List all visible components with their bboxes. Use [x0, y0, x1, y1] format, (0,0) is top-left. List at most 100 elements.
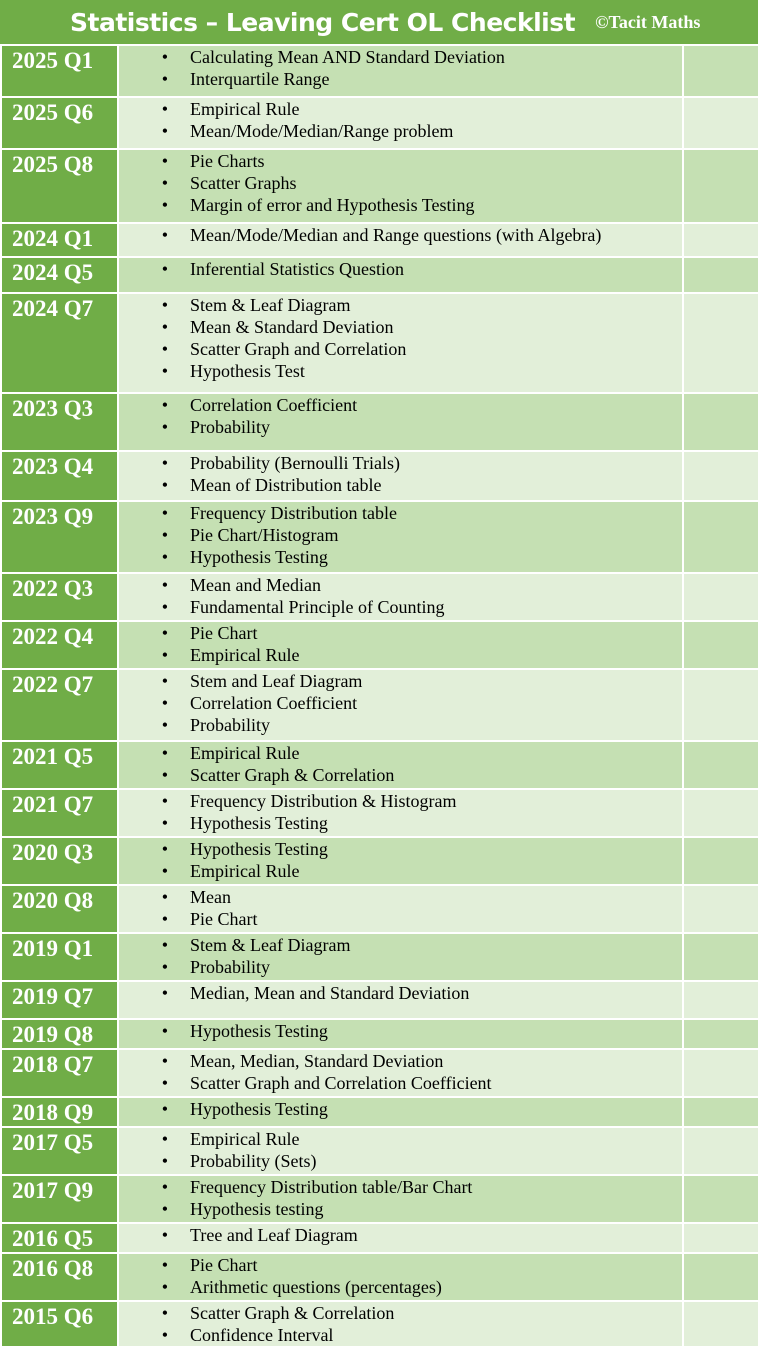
question-label: 2025 Q8 — [0, 148, 119, 224]
topics-cell: • Frequency Distribution & Histogram • Hypo… — [117, 788, 684, 838]
checklist-row: 2023 Q3 • Correlation Coefficient • Probabil… — [0, 392, 758, 452]
bullet-icon: • — [161, 395, 168, 415]
checklist-row: 2019 Q1 • Stem & Leaf Diagram • Probability — [0, 932, 758, 982]
checkbox-cell[interactable] — [682, 148, 758, 224]
bullet-icon: • — [161, 173, 168, 193]
checklist-table: 2025 Q1 • Calculating Mean AND Standard De… — [0, 44, 758, 1348]
topics-cell: • Tree and Leaf Diagram — [117, 1222, 684, 1254]
checkbox-cell[interactable] — [682, 668, 758, 742]
checkbox-cell[interactable] — [682, 1252, 758, 1302]
topic-text: Mean & Standard Deviation — [190, 317, 394, 337]
bullet-icon: • — [161, 453, 168, 473]
topic-item: • Mean — [119, 886, 682, 908]
topic-text: Probability — [190, 417, 270, 437]
checkbox-cell[interactable] — [682, 620, 758, 670]
bullet-icon: • — [161, 417, 168, 437]
topic-item: • Pie Chart — [119, 1254, 682, 1276]
bullet-icon: • — [161, 935, 168, 955]
question-label: 2022 Q3 — [0, 572, 119, 622]
topics-cell: • Correlation Coefficient • Probability — [117, 392, 684, 452]
topic-item: • Empirical Rule — [119, 644, 682, 666]
topic-list: • Stem & Leaf Diagram • Probability — [119, 934, 682, 978]
topic-list: • Hypothesis Testing — [119, 1098, 682, 1120]
checkbox-cell[interactable] — [682, 96, 758, 150]
checkbox-cell[interactable] — [682, 932, 758, 982]
bullet-icon: • — [161, 1051, 168, 1071]
checkbox-cell[interactable] — [682, 500, 758, 574]
topic-list: • Probability (Bernoulli Trials) • Mean of … — [119, 452, 682, 496]
topics-cell: • Pie Chart • Arithmetic questions (percent… — [117, 1252, 684, 1302]
topic-item: • Frequency Distribution table/Bar Chart — [119, 1176, 682, 1198]
topic-list: • Stem & Leaf Diagram • Mean & Standard Dev… — [119, 294, 682, 382]
checkbox-cell[interactable] — [682, 740, 758, 790]
checkbox-cell[interactable] — [682, 392, 758, 452]
topic-item: • Stem & Leaf Diagram — [119, 294, 682, 316]
bullet-icon: • — [161, 1177, 168, 1197]
topics-cell: • Stem & Leaf Diagram • Probability — [117, 932, 684, 982]
checkbox-cell[interactable] — [682, 1300, 758, 1348]
checkbox-cell[interactable] — [682, 292, 758, 394]
topic-item: • Scatter Graph and Correlation — [119, 338, 682, 360]
checkbox-cell[interactable] — [682, 836, 758, 886]
bullet-icon: • — [161, 317, 168, 337]
bullet-icon: • — [161, 671, 168, 691]
bullet-icon: • — [161, 503, 168, 523]
bullet-icon: • — [161, 887, 168, 907]
checkbox-cell[interactable] — [682, 1048, 758, 1098]
topic-item: • Frequency Distribution & Histogram — [119, 790, 682, 812]
topic-item: • Probability — [119, 416, 682, 438]
checklist-row: 2022 Q7 • Stem and Leaf Diagram • Correlatio… — [0, 668, 758, 742]
checkbox-cell[interactable] — [682, 572, 758, 622]
question-label: 2024 Q1 — [0, 222, 119, 258]
checklist-row: 2025 Q8 • Pie Charts • Scatter Graphs • Margin… — [0, 148, 758, 224]
checkbox-cell[interactable] — [682, 788, 758, 838]
question-label: 2023 Q9 — [0, 500, 119, 574]
topic-text: Hypothesis Test — [190, 361, 305, 381]
question-label: 2021 Q5 — [0, 740, 119, 790]
topic-text: Hypothesis Testing — [190, 547, 328, 567]
topics-cell: • Pie Charts • Scatter Graphs • Margin of err… — [117, 148, 684, 224]
topic-text: Mean of Distribution table — [190, 475, 382, 495]
checkbox-cell[interactable] — [682, 1018, 758, 1050]
question-label: 2015 Q6 — [0, 1300, 119, 1348]
checkbox-cell[interactable] — [682, 980, 758, 1020]
question-label: 2021 Q7 — [0, 788, 119, 838]
topic-item: • Confidence Interval — [119, 1324, 682, 1346]
topic-item: • Scatter Graphs — [119, 172, 682, 194]
topic-text: Pie Chart — [190, 909, 258, 929]
topics-cell: • Empirical Rule • Mean/Mode/Median/Range p… — [117, 96, 684, 150]
checkbox-cell[interactable] — [682, 44, 758, 98]
topic-text: Pie Chart — [190, 1255, 258, 1275]
bullet-icon: • — [161, 1225, 168, 1245]
bullet-icon: • — [161, 1151, 168, 1171]
bullet-icon: • — [161, 645, 168, 665]
bullet-icon: • — [161, 957, 168, 977]
topic-text: Empirical Rule — [190, 743, 300, 763]
checkbox-cell[interactable] — [682, 1222, 758, 1254]
topic-text: Empirical Rule — [190, 1129, 300, 1149]
checkbox-cell[interactable] — [682, 450, 758, 502]
topic-text: Scatter Graph & Correlation — [190, 765, 395, 785]
topic-text: Tree and Leaf Diagram — [190, 1225, 358, 1245]
checklist-row: 2019 Q8 • Hypothesis Testing — [0, 1018, 758, 1050]
topics-cell: • Calculating Mean AND Standard Deviation… — [117, 44, 684, 98]
checkbox-cell[interactable] — [682, 1126, 758, 1176]
checkbox-cell[interactable] — [682, 1174, 758, 1224]
topic-item: • Stem & Leaf Diagram — [119, 934, 682, 956]
checklist-row: 2025 Q6 • Empirical Rule • Mean/Mode/Median/… — [0, 96, 758, 150]
checkbox-cell[interactable] — [682, 222, 758, 258]
topic-item: • Inferential Statistics Question — [119, 258, 682, 280]
topic-item: • Correlation Coefficient — [119, 394, 682, 416]
topic-list: • Hypothesis Testing — [119, 1020, 682, 1042]
bullet-icon: • — [161, 791, 168, 811]
checkbox-cell[interactable] — [682, 1096, 758, 1128]
topic-item: • Mean/Mode/Median/Range problem — [119, 120, 682, 142]
checkbox-cell[interactable] — [682, 884, 758, 934]
topic-text: Fundamental Principle of Counting — [190, 597, 445, 617]
topic-text: Mean/Mode/Median and Range questions (wi… — [190, 225, 602, 245]
topic-text: Stem & Leaf Diagram — [190, 935, 351, 955]
checkbox-cell[interactable] — [682, 256, 758, 294]
topic-item: • Tree and Leaf Diagram — [119, 1224, 682, 1246]
checklist-row: 2022 Q3 • Mean and Median • Fundamental Prin… — [0, 572, 758, 622]
topic-text: Mean/Mode/Median/Range problem — [190, 121, 454, 141]
